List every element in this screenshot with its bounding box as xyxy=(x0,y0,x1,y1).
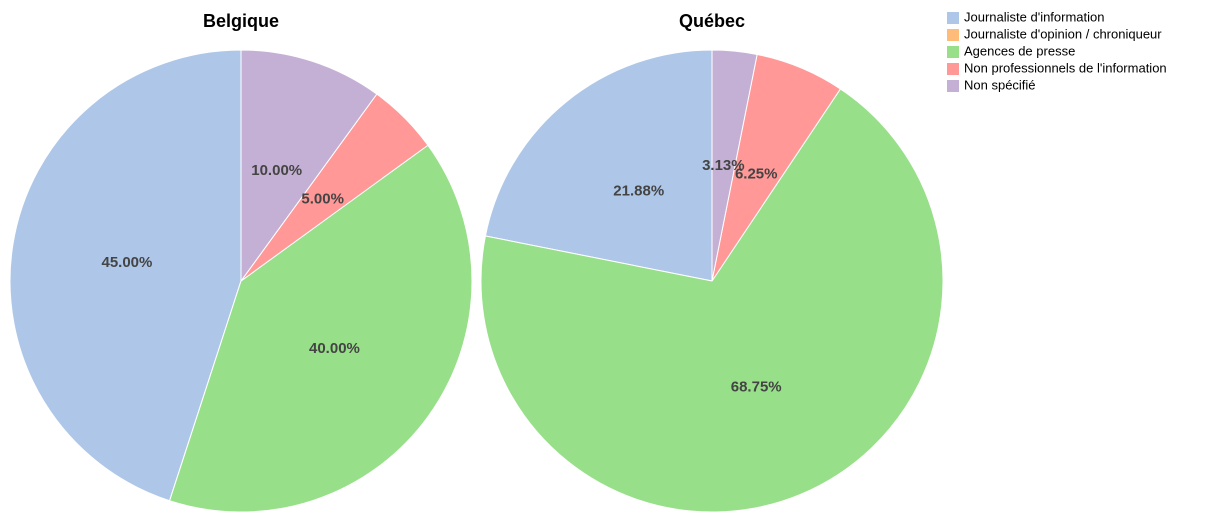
legend-swatch xyxy=(947,29,959,41)
legend-label: Non spécifié xyxy=(964,77,1036,92)
value-label: 3.13% xyxy=(702,157,745,174)
value-label: 21.88% xyxy=(613,183,664,200)
value-label: 5.00% xyxy=(301,190,344,207)
legend-label: Non professionnels de l'information xyxy=(964,60,1167,75)
pie-slice xyxy=(484,49,713,282)
legend-label: Journaliste d'information xyxy=(964,9,1105,24)
value-label: 10.00% xyxy=(251,162,302,179)
value-label: 45.00% xyxy=(101,254,152,271)
pie-slice xyxy=(9,49,242,502)
legend-label: Agences de presse xyxy=(964,43,1075,58)
pie-slice xyxy=(711,49,758,282)
value-label: 40.00% xyxy=(309,340,360,357)
legend-swatch xyxy=(947,63,959,75)
value-label: 68.75% xyxy=(731,379,782,396)
value-label: 6.25% xyxy=(735,165,778,182)
legend-label: Journaliste d'opinion / chroniqueur xyxy=(964,26,1162,41)
chart-title: Belgique xyxy=(203,11,279,31)
legend-swatch xyxy=(947,46,959,58)
pie-slice xyxy=(240,49,378,283)
legend-swatch xyxy=(947,80,959,92)
legend-swatch xyxy=(947,12,959,24)
chart-title: Québec xyxy=(679,11,745,31)
pie-slice xyxy=(168,144,473,513)
pie-slice xyxy=(480,88,944,513)
